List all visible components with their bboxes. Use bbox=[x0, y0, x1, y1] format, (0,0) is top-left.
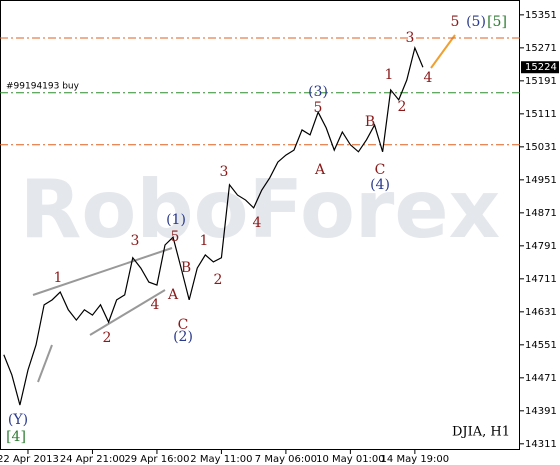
wave-label: 1 bbox=[385, 67, 394, 83]
y-tick-label: 14631 bbox=[525, 307, 557, 318]
plot-frame bbox=[0, 0, 520, 450]
wave-label: (1) bbox=[166, 212, 186, 228]
wave-label: 5 bbox=[314, 100, 323, 116]
y-tick-label: 14791 bbox=[525, 241, 557, 252]
wave-label: C bbox=[178, 317, 189, 333]
wave-label: [5] bbox=[487, 14, 507, 30]
wave-label: C bbox=[375, 162, 386, 178]
wave-label: 4 bbox=[253, 215, 262, 231]
wave-label: 5 bbox=[171, 229, 180, 245]
y-tick-label: 14871 bbox=[525, 208, 557, 219]
x-tick-label: 10 May 01:00 bbox=[316, 454, 385, 465]
x-tick-label: 2 May 11:00 bbox=[190, 454, 252, 465]
wave-label: 4 bbox=[424, 70, 433, 86]
trend-line bbox=[89, 289, 166, 336]
wave-label: 4 bbox=[151, 297, 160, 313]
wave-label: 2 bbox=[398, 99, 407, 115]
y-tick-label: 15351 bbox=[525, 10, 557, 21]
trend-line bbox=[32, 247, 173, 296]
trend-line bbox=[37, 344, 53, 383]
y-tick-label: 14391 bbox=[525, 406, 557, 417]
wave-label: (4) bbox=[370, 177, 390, 193]
symbol-label: DJIA, H1 bbox=[452, 425, 510, 440]
y-tick-label: 14711 bbox=[525, 274, 557, 285]
x-tick-label: 7 May 06:00 bbox=[255, 454, 317, 465]
x-tick-label: 22 Apr 2013 bbox=[0, 454, 59, 465]
wave-label: B bbox=[365, 114, 375, 130]
last-price-box bbox=[521, 61, 559, 74]
wave-label: 3 bbox=[220, 164, 229, 180]
wave-label: 2 bbox=[103, 330, 112, 346]
wave-label: 3 bbox=[406, 30, 415, 46]
x-tick-label: 24 Apr 21:00 bbox=[60, 454, 125, 465]
x-tick-label: 14 May 19:00 bbox=[381, 454, 450, 465]
x-tick-label: 29 Apr 16:00 bbox=[124, 454, 189, 465]
wave-label: (5) bbox=[466, 14, 486, 30]
wave-label: B bbox=[181, 260, 191, 276]
last-price-label: 15224 bbox=[525, 62, 557, 73]
wave-label: (Y) bbox=[8, 412, 28, 428]
wave-label: 1 bbox=[200, 233, 209, 249]
y-tick-label: 14311 bbox=[525, 439, 557, 450]
forecast-line bbox=[430, 34, 456, 69]
wave-label: A bbox=[167, 287, 179, 303]
wave-label: 5 bbox=[451, 14, 460, 30]
wave-label: [4] bbox=[6, 429, 26, 445]
y-tick-label: 15191 bbox=[525, 76, 557, 87]
wave-label: 2 bbox=[214, 272, 223, 288]
y-tick-label: 14551 bbox=[525, 340, 557, 351]
y-tick-label: 14471 bbox=[525, 373, 557, 384]
y-tick-label: 15031 bbox=[525, 142, 557, 153]
wave-label: 1 bbox=[54, 270, 63, 286]
watermark: RoboForex bbox=[20, 163, 500, 256]
level-label: #99194193 buy bbox=[6, 81, 80, 91]
y-tick-label: 15111 bbox=[525, 109, 557, 120]
wave-label: (2) bbox=[173, 329, 193, 345]
wave-label: A bbox=[314, 162, 326, 178]
y-tick-label: 15271 bbox=[525, 43, 557, 54]
wave-label: 3 bbox=[131, 233, 140, 249]
wave-label: (3) bbox=[308, 84, 328, 100]
price-line bbox=[3, 45, 424, 406]
y-tick-label: 14951 bbox=[525, 175, 557, 186]
